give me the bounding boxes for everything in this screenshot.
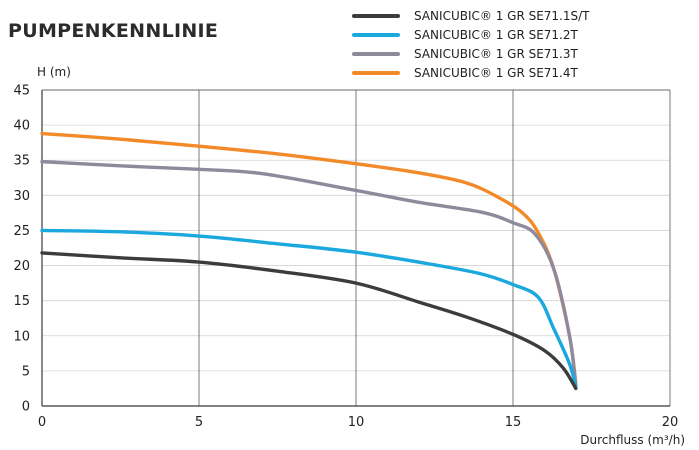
y-tick-label: 10 [13, 329, 30, 344]
legend-swatch [352, 70, 400, 75]
x-tick-label: 5 [195, 415, 203, 430]
x-tick-label: 0 [38, 415, 46, 430]
legend: SANICUBIC® 1 GR SE71.1S/T SANICUBIC® 1 G… [352, 6, 692, 82]
legend-label: SANICUBIC® 1 GR SE71.4T [414, 65, 578, 80]
y-tick-label: 0 [22, 400, 30, 415]
y-tick-label: 15 [13, 294, 30, 309]
legend-swatch [352, 51, 400, 56]
series-line [40, 251, 578, 391]
y-tick-label: 30 [13, 189, 30, 204]
legend-item: SANICUBIC® 1 GR SE71.1S/T [352, 6, 692, 25]
y-tick-label: 35 [13, 154, 30, 169]
legend-label: SANICUBIC® 1 GR SE71.2T [414, 27, 578, 42]
y-tick-label: 20 [13, 259, 30, 274]
legend-label: SANICUBIC® 1 GR SE71.3T [414, 46, 578, 61]
x-tick-label: 10 [348, 415, 365, 430]
legend-swatch [352, 32, 400, 37]
series-line [40, 159, 578, 387]
y-tick-label: 45 [13, 84, 30, 99]
legend-swatch [352, 13, 400, 18]
y-tick-label: 5 [22, 364, 30, 379]
legend-item: SANICUBIC® 1 GR SE71.2T [352, 25, 692, 44]
legend-label: SANICUBIC® 1 GR SE71.1S/T [414, 8, 590, 23]
y-axis-label: H (m) [37, 65, 71, 79]
legend-item: SANICUBIC® 1 GR SE71.3T [352, 44, 692, 63]
x-tick-label: 15 [505, 415, 522, 430]
legend-item: SANICUBIC® 1 GR SE71.4T [352, 63, 692, 82]
chart-title: PUMPENKENNLINIE [8, 20, 219, 42]
grid-group [41, 89, 671, 407]
y-tick-label: 25 [13, 224, 30, 239]
series-line [40, 228, 578, 389]
x-tick-label: 20 [662, 415, 679, 430]
x-axis-label: Durchfluss (m³/h) [580, 433, 685, 447]
y-tick-label: 40 [13, 119, 30, 134]
